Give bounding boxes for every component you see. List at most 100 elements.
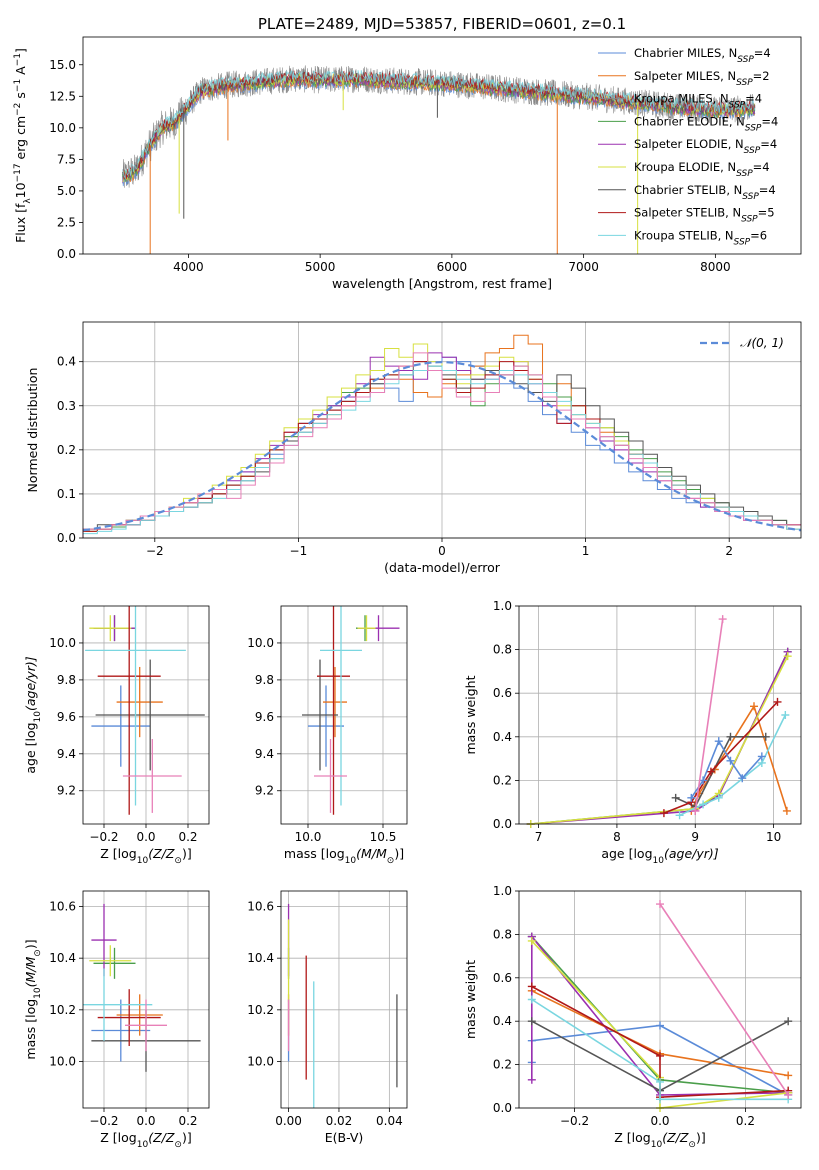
x-tick-label: 10 — [766, 830, 781, 844]
x-tick-label: 8000 — [700, 260, 731, 274]
x-tick-label: 4000 — [173, 260, 204, 274]
series — [526, 647, 792, 828]
massweight-vs-age-ylabel: mass weight — [463, 675, 478, 754]
series-marker — [527, 982, 536, 991]
series — [526, 647, 792, 828]
legend-sub: SSP — [737, 55, 754, 65]
massweight-vs-Z-series — [527, 900, 793, 1112]
y-tick-label: 15.0 — [49, 58, 76, 72]
x-tick-label: −0.2 — [89, 1114, 118, 1128]
error-point — [83, 968, 153, 1041]
y-tick-label: 10.2 — [247, 1003, 274, 1017]
legend-entry: Kroupa ELODIE, NSSP=4 — [634, 160, 770, 179]
legend-sub: SSP — [744, 146, 761, 156]
label-part: (data-model)/error — [384, 560, 501, 575]
error-point — [91, 685, 151, 767]
x-tick-label: 6000 — [437, 260, 468, 274]
series-marker — [527, 1075, 536, 1084]
series-marker — [656, 1021, 664, 1030]
y-tick-label: 10.0 — [247, 636, 274, 650]
error-point — [323, 666, 347, 738]
residual-histograms — [82, 334, 802, 538]
model-spectrum — [122, 70, 756, 179]
massweight-vs-Z-axes: −0.2 0.0 0.2 0.0 0.2 0.4 0.6 0.8 1.0 — [493, 884, 801, 1128]
label-part: )] — [394, 846, 404, 861]
label-part: 10 — [651, 1140, 663, 1150]
age-vs-mass-axes: 10.0 10.5 9.2 9.4 9.6 9.8 10.0 — [247, 606, 407, 844]
series — [526, 652, 792, 828]
y-tick-label: 10.6 — [247, 900, 274, 914]
series — [659, 697, 782, 818]
label-part: −1 — [13, 79, 23, 92]
y-tick-label: 10.4 — [247, 951, 274, 965]
label-part: 10 — [653, 856, 665, 866]
label-part: erg cm — [13, 116, 28, 164]
massweight-vs-Z-xlabel: Z [log10(Z/Z⊙)] — [614, 1130, 705, 1150]
label-part: Normed distribution — [25, 368, 40, 493]
label-part: wavelength [Angstrom, rest frame] — [332, 276, 552, 291]
x-tick-label: 0.00 — [275, 1114, 302, 1128]
series-marker — [782, 806, 791, 815]
massweight-vs-Z-frame — [518, 890, 802, 1109]
x-tick-label: 10.0 — [295, 830, 322, 844]
legend-sub: SSP — [734, 237, 751, 247]
series-marker — [527, 1017, 536, 1026]
series-marker — [706, 767, 715, 776]
y-tick-label: 9.6 — [255, 710, 274, 724]
series-marker — [773, 697, 782, 706]
y-tick-label: 0.3 — [57, 399, 76, 413]
legend-entry: Chabrier STELIB, NSSP=4 — [634, 183, 776, 202]
label-part: 10 — [137, 856, 149, 866]
y-tick-label: 10.4 — [49, 951, 76, 965]
y-tick-label: 9.8 — [255, 673, 274, 687]
label-part: (Z/Z — [148, 1130, 175, 1145]
legend-tail: =5 — [758, 206, 775, 220]
x-tick-label: 0.2 — [736, 1114, 755, 1128]
series-marker — [527, 995, 536, 1004]
error-point — [93, 947, 136, 979]
legend-entry: Kroupa MILES, NSSP=4 — [634, 92, 762, 111]
series-line — [663, 701, 779, 814]
legend-tail: =6 — [750, 228, 767, 242]
series-marker — [783, 652, 792, 661]
y-tick-label: 0.0 — [493, 817, 512, 831]
y-tick-label: 0.4 — [57, 355, 76, 369]
series — [656, 900, 793, 1099]
mass-vs-Z-xlabel: Z [log10(Z/Z⊙)] — [100, 1130, 191, 1150]
spectrum-axes: 4000 5000 6000 7000 8000 0.0 2.5 5.0 7.5 10.0 12.5… — [49, 58, 730, 274]
series-marker — [750, 702, 758, 711]
histogram — [82, 352, 801, 538]
residuals-ylabel: Normed distribution — [25, 368, 40, 493]
error-point — [125, 999, 167, 1052]
series-line — [659, 903, 789, 1096]
legend-tail: =4 — [754, 46, 771, 60]
label-part: 10 — [33, 987, 43, 999]
series-marker — [656, 1095, 664, 1104]
legend-name: Salpeter MILES, N — [634, 69, 736, 83]
legend-tail: =4 — [761, 114, 778, 128]
label-part: mass [log — [284, 846, 345, 861]
error-point — [89, 945, 132, 977]
error-point — [97, 989, 161, 1046]
y-tick-label: 2.5 — [57, 215, 76, 229]
series-marker — [671, 793, 680, 802]
y-tick-label: 0.2 — [57, 443, 76, 457]
residuals-xlabel: (data-model)/error — [384, 560, 501, 575]
x-tick-label: 5000 — [305, 260, 336, 274]
x-tick-label: 7 — [535, 830, 543, 844]
y-tick-label: 9.4 — [255, 747, 274, 761]
y-tick-label: 1.0 — [493, 884, 512, 898]
label-part: Flux [f — [13, 203, 28, 243]
y-tick-label: 10.2 — [49, 1003, 76, 1017]
label-part: 10 — [137, 1140, 149, 1150]
error-point — [97, 606, 161, 815]
x-tick-label: 2 — [725, 544, 733, 558]
y-tick-label: 10.0 — [49, 1055, 76, 1069]
y-tick-label: 9.6 — [57, 710, 76, 724]
series-marker — [726, 756, 735, 765]
y-tick-label: 0.0 — [493, 1101, 512, 1115]
legend-name: Salpeter ELODIE, N — [634, 137, 744, 151]
series-line — [531, 985, 789, 1099]
legend-name: Kroupa STELIB, N — [634, 228, 734, 242]
